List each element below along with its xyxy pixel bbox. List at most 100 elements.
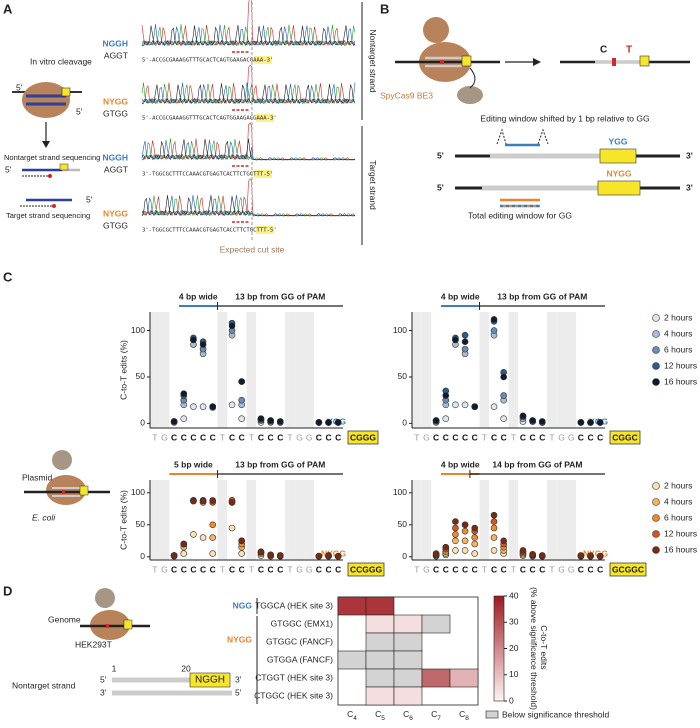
data-point (490, 403, 498, 410)
site-label: AGGT (104, 164, 128, 174)
x-tick-label: G (296, 432, 303, 442)
pam-label: NGGH (103, 38, 129, 48)
data-point (442, 415, 450, 423)
x-tick-label: C (239, 564, 245, 574)
data-point (199, 534, 207, 541)
shade-column (566, 480, 577, 560)
protospacer-highlight (254, 170, 272, 178)
colorbar-label: C-to-T edits (% above significance thres… (529, 587, 549, 710)
pam-label: NYGG (606, 168, 631, 178)
data-point (209, 550, 217, 557)
x-tick-label: G (558, 432, 565, 442)
position-label: 20 (181, 663, 191, 673)
legend-marker (652, 482, 660, 490)
shade-column (246, 480, 257, 560)
x-tick-label: T (549, 432, 554, 442)
data-point (209, 534, 217, 541)
sequence: 5'-ACCGCGAAAGGTTTGCACTCAGTGAAGACGAAA-3' (142, 58, 273, 64)
below-threshold-cell (421, 614, 451, 634)
data-point (190, 497, 197, 505)
shade-column (556, 312, 567, 428)
data-point (500, 415, 507, 423)
data-point (432, 550, 440, 557)
data-point (500, 373, 507, 381)
legend-label: 12 hours (664, 360, 697, 370)
shade-column (566, 312, 577, 428)
prime-label: 3' (686, 150, 693, 160)
shade-column (217, 480, 228, 560)
distance-label: 13 bp from GG of PAM (497, 291, 587, 301)
data-point (238, 415, 245, 423)
data-point (577, 419, 585, 426)
x-tick-label: T (249, 564, 254, 574)
host-label: E. coli (32, 512, 56, 522)
colorbar-tick-label: 30 (509, 617, 519, 627)
data-point (238, 550, 245, 557)
x-tick-label: C (491, 564, 497, 574)
x-tick-label: C (472, 432, 478, 442)
data-point (190, 403, 197, 410)
pam-label: NYGG (321, 548, 346, 558)
data-point (238, 396, 245, 404)
x-tick-label: C (433, 564, 439, 574)
legend-label: 16 hours (664, 376, 697, 386)
row-label: GTGGA (FANCF) (267, 654, 333, 664)
data-point (452, 518, 459, 525)
window-diagram (455, 128, 680, 208)
x-tick-label: T (220, 432, 225, 442)
data-point (587, 552, 594, 559)
data-point (452, 336, 459, 344)
legend-label: 12 hours (664, 528, 697, 538)
sequence: 3'-TGGCGCTTTCCAAACGTGAGTCACCTTCTGCTTT-5' (142, 228, 277, 234)
data-point (190, 531, 197, 538)
shade-column (421, 480, 432, 560)
x-tick-label: C (277, 564, 283, 574)
data-point (325, 552, 332, 559)
enzyme-label: SpyCas9 BE3 (380, 90, 433, 100)
shade-column (304, 480, 315, 560)
source-label: Genome (48, 614, 81, 624)
x-tick-label: C (501, 432, 507, 442)
prime-label: 5' (100, 674, 107, 684)
chromatogram-trace (141, 138, 356, 161)
x-tick-label: C (578, 432, 584, 442)
y-tick-label: 100 (393, 325, 407, 335)
x-tick-label: C (200, 432, 206, 442)
x-tick-label: C (171, 432, 177, 442)
data-point (209, 497, 217, 504)
column-label: C5 (375, 709, 385, 721)
data-point (490, 511, 498, 519)
data-point (471, 540, 479, 548)
data-point (587, 419, 594, 426)
x-tick-label: T (152, 432, 157, 442)
data-point (519, 547, 527, 554)
base-label: C (600, 45, 607, 56)
x-tick-label: C (258, 564, 264, 574)
data-point (471, 550, 479, 557)
shade-column (159, 312, 170, 428)
pam-label: YGG (609, 136, 628, 146)
plasmid-cartoon (24, 450, 110, 505)
legend-marker (652, 378, 660, 386)
column-label: C4 (347, 709, 357, 721)
heatmap-cell (449, 668, 479, 688)
x-tick-label: C (229, 564, 235, 574)
sequence: 5'-ACCGCGAAAGGTTTGCACTCAGTGGAAGACGAAA-3' (142, 116, 277, 122)
chromatograms (141, 0, 356, 234)
shade-column (217, 312, 228, 428)
y-tick-label: 50 (398, 519, 408, 529)
data-point (471, 534, 479, 541)
x-tick-label: C (335, 564, 341, 574)
data-point (461, 521, 469, 529)
panel-label: A (3, 1, 13, 16)
data-point (170, 552, 178, 559)
x-tick-label: C (433, 432, 439, 442)
x-tick-label: T (511, 564, 516, 574)
pam-label: NYGG (583, 548, 608, 558)
prime-label: 5' (86, 194, 93, 204)
window-label: 4 bp wide (441, 291, 480, 301)
y-tick-label: 50 (136, 371, 146, 381)
y-tick-label: 0 (140, 551, 145, 561)
data-point (452, 531, 459, 538)
